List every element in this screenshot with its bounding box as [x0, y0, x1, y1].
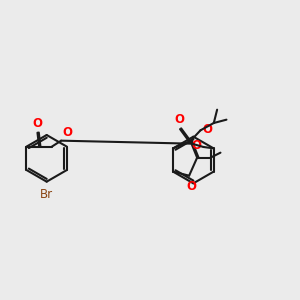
- Text: O: O: [175, 113, 185, 126]
- Text: Br: Br: [40, 188, 53, 201]
- Text: O: O: [32, 117, 43, 130]
- Text: O: O: [187, 180, 197, 193]
- Text: O: O: [63, 126, 73, 139]
- Text: O: O: [191, 139, 202, 152]
- Text: O: O: [202, 122, 212, 136]
